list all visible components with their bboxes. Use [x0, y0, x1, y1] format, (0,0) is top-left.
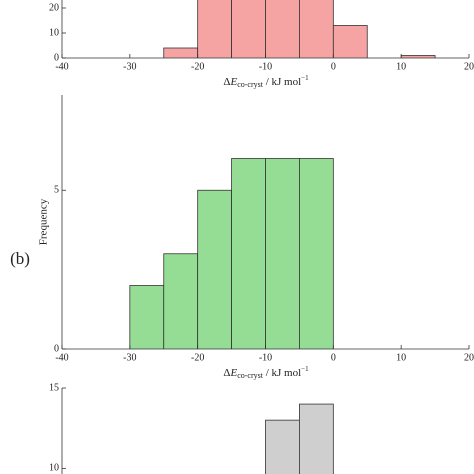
- exponent: −1: [301, 74, 309, 82]
- bar: [400, 55, 436, 58]
- bar: [163, 47, 199, 58]
- bar: [265, 419, 300, 474]
- delta: Δ: [223, 367, 230, 379]
- bar: [265, 0, 300, 58]
- subscript: co-cryst: [237, 371, 264, 380]
- x-tick-label: 0: [331, 61, 336, 72]
- bar: [197, 189, 232, 349]
- x-tick-label: -20: [191, 61, 204, 72]
- y-tick-label: 5: [54, 185, 59, 196]
- symbol: E: [229, 76, 237, 88]
- y-tick-label: 0: [54, 52, 59, 63]
- bar: [231, 0, 266, 58]
- x-tick-label: 10: [396, 352, 406, 363]
- y-tick-label: 0: [54, 343, 59, 354]
- bar: [231, 158, 266, 349]
- x-axis-label: ΔEco-cryst / kJ mol−1: [223, 365, 309, 380]
- x-tick-label: -30: [123, 352, 136, 363]
- bar: [332, 25, 368, 58]
- y-tick-label: 10: [49, 463, 59, 474]
- bar: [299, 403, 334, 474]
- x-tick-label: 0: [331, 352, 336, 363]
- y-tick-label: 15: [49, 382, 59, 393]
- plot: [129, 158, 334, 349]
- subscript: co-cryst: [237, 80, 264, 89]
- exponent: −1: [301, 365, 309, 373]
- panel-label: (b): [10, 249, 30, 268]
- y-tick-label: 20: [49, 2, 59, 13]
- x-tick-label: -20: [191, 352, 204, 363]
- bar: [163, 253, 199, 349]
- plot: [163, 0, 436, 58]
- x-tick-label: -10: [259, 61, 272, 72]
- x-tick-label: 10: [396, 61, 406, 72]
- x-tick-label: -30: [123, 61, 136, 72]
- bar: [299, 0, 334, 58]
- plot: [265, 403, 334, 474]
- unit: / kJ mol: [263, 76, 301, 88]
- y-tick-label: 10: [49, 27, 59, 38]
- x-tick-label: -10: [259, 352, 272, 363]
- delta: Δ: [223, 76, 230, 88]
- x-tick-label: -40: [55, 61, 68, 72]
- bar: [265, 158, 300, 349]
- unit: / kJ mol: [263, 367, 301, 379]
- x-tick-label: -40: [55, 352, 68, 363]
- y-axis-label: Frequency: [38, 198, 50, 245]
- x-tick-label: 20: [464, 61, 474, 72]
- x-axis-label: ΔEco-cryst / kJ mol−1: [223, 74, 309, 89]
- symbol: E: [229, 367, 237, 379]
- bar: [299, 158, 334, 349]
- x-tick-label: 20: [464, 352, 474, 363]
- bar: [129, 285, 165, 349]
